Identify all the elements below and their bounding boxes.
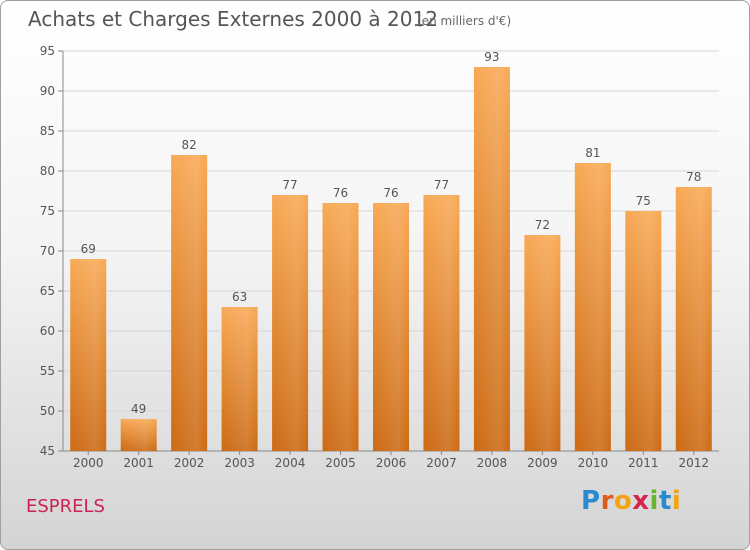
x-tick-label-2010: 2010 — [578, 456, 609, 470]
bar-shine-2011 — [625, 211, 662, 451]
value-label-2005: 76 — [333, 186, 348, 200]
value-label-2001: 49 — [131, 402, 146, 416]
bar-shine-2008 — [473, 67, 510, 451]
bar-shine-2012 — [675, 187, 712, 451]
bar-shine-2000 — [70, 259, 107, 451]
y-tick-label: 90 — [40, 84, 55, 98]
value-label-2007: 77 — [434, 178, 449, 192]
chart-subtitle: (en milliers d'€) — [417, 14, 512, 28]
proxiti-logo: Proxiti — [581, 486, 682, 516]
x-tick-label-2002: 2002 — [174, 456, 205, 470]
value-label-2011: 75 — [636, 194, 651, 208]
value-label-2010: 81 — [585, 146, 600, 160]
bar-shine-2010 — [574, 163, 611, 451]
value-label-2009: 72 — [535, 218, 550, 232]
x-tick-label-2006: 2006 — [376, 456, 407, 470]
x-tick-label-2005: 2005 — [325, 456, 356, 470]
bar-shine-2007 — [423, 195, 460, 451]
bar-shine-2009 — [524, 235, 561, 451]
bars — [70, 67, 712, 451]
x-tick-label-2001: 2001 — [123, 456, 154, 470]
y-tick-label: 95 — [40, 44, 55, 58]
x-tick-label-2008: 2008 — [477, 456, 508, 470]
value-label-2003: 63 — [232, 290, 247, 304]
value-label-2002: 82 — [182, 138, 197, 152]
y-tick-label: 80 — [40, 164, 55, 178]
value-label-2006: 76 — [383, 186, 398, 200]
data-labels: 69 49 82 63 77 76 76 77 93 72 81 75 78 — [81, 50, 702, 416]
chart-title: Achats et Charges Externes 2000 à 2012 — [28, 7, 438, 31]
y-tick-label: 75 — [40, 204, 55, 218]
bar-shine-2002 — [171, 155, 208, 451]
value-label-2004: 77 — [282, 178, 297, 192]
x-tick-label-2007: 2007 — [426, 456, 457, 470]
x-tick-label-2003: 2003 — [224, 456, 255, 470]
y-tick-label: 55 — [40, 364, 55, 378]
bar-shine-2006 — [373, 203, 409, 451]
value-label-2012: 78 — [686, 170, 701, 184]
x-tick-label-2011: 2011 — [628, 456, 659, 470]
y-tick-label: 45 — [40, 444, 55, 458]
x-tick-label-2004: 2004 — [275, 456, 306, 470]
y-tick-label: 85 — [40, 124, 55, 138]
y-tick-label: 50 — [40, 404, 55, 418]
bar-shine-2003 — [221, 307, 258, 451]
place-name: ESPRELS — [26, 496, 105, 517]
bar-shine-2001 — [120, 419, 157, 451]
y-tick-label: 65 — [40, 284, 55, 298]
x-tick-label-2000: 2000 — [73, 456, 104, 470]
bar-shine-2004 — [272, 195, 309, 451]
value-label-2008: 93 — [484, 50, 499, 64]
x-tick-label-2012: 2012 — [678, 456, 709, 470]
y-tick-label: 70 — [40, 244, 55, 258]
y-tick-label: 60 — [40, 324, 55, 338]
x-tick-label-2009: 2009 — [527, 456, 558, 470]
value-label-2000: 69 — [81, 242, 96, 256]
bar-shine-2005 — [322, 203, 359, 451]
